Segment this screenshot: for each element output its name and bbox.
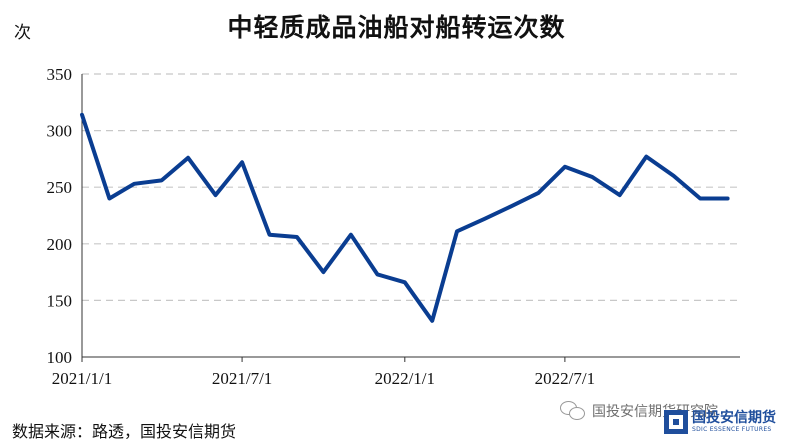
- y-tick-label: 100: [47, 348, 73, 367]
- logo-text-cn: 国投安信期货: [692, 410, 776, 426]
- y-tick-label: 350: [47, 65, 73, 84]
- grid-lines: [82, 73, 740, 301]
- logo-text-en: SDIC ESSENCE FUTURES: [692, 426, 772, 433]
- axes: [81, 74, 740, 362]
- y-tick-labels: 100 150 200 250 300 350: [47, 65, 73, 367]
- wechat-icon: [560, 401, 586, 421]
- y-axis-unit: 次: [14, 23, 31, 43]
- x-tick-label: 2021/7/1: [212, 369, 272, 388]
- series-group: [80, 112, 730, 323]
- y-tick-label: 300: [47, 122, 73, 141]
- chart-title: 中轻质成品油船对船转运次数: [227, 13, 566, 42]
- logo-mark-icon: [664, 410, 688, 434]
- series-line: [80, 112, 730, 323]
- x-tick-label: 2021/1/1: [52, 369, 112, 388]
- x-tick-labels: 2021/1/1 2021/7/1 2022/1/1 2022/7/1: [52, 369, 595, 388]
- y-tick-label: 150: [47, 291, 73, 310]
- y-tick-label: 200: [47, 235, 73, 254]
- x-tick-label: 2022/7/1: [535, 369, 595, 388]
- source-note: 数据来源：路透，国投安信期货: [12, 422, 237, 441]
- y-tick-label: 250: [47, 178, 73, 197]
- brand-logo: 国投安信期货 SDIC ESSENCE FUTURES: [664, 410, 776, 434]
- x-tick-label: 2022/1/1: [375, 369, 435, 388]
